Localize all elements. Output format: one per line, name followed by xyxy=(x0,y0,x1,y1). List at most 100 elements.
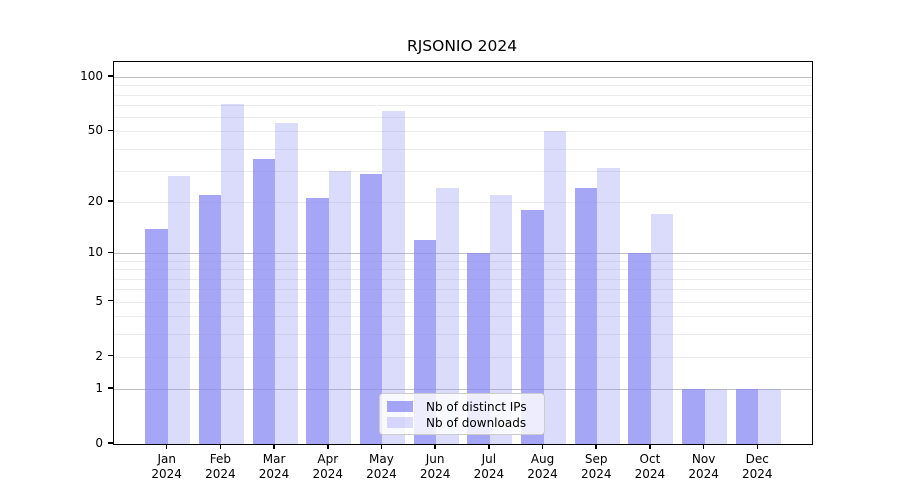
x-axis-tick xyxy=(649,444,651,449)
bar-distinct-ips xyxy=(145,228,168,444)
legend-swatch xyxy=(387,401,413,412)
x-tick-label: Nov 2024 xyxy=(674,452,734,482)
x-tick-year: 2024 xyxy=(580,467,612,481)
bar-downloads xyxy=(650,214,674,444)
x-axis-tick xyxy=(327,444,329,449)
y-axis-tick xyxy=(108,129,113,132)
legend-item: Nb of downloads xyxy=(387,415,536,430)
bar-distinct-ips xyxy=(198,194,222,444)
gridline-minor xyxy=(114,260,812,262)
y-tick-label: 100 xyxy=(80,69,103,83)
bar-downloads xyxy=(167,176,191,444)
gridline-major xyxy=(114,253,812,255)
plot-inner xyxy=(114,62,812,444)
x-tick-month: May xyxy=(369,452,394,466)
x-tick-year: 2024 xyxy=(634,467,666,481)
gridline-minor xyxy=(114,117,812,119)
gridline-minor xyxy=(114,316,812,318)
gridline-major xyxy=(114,77,812,78)
y-tick-label: 5 xyxy=(95,293,103,308)
y-axis-tick xyxy=(108,251,113,254)
x-tick-label: Sep 2024 xyxy=(566,452,626,482)
bar-downloads xyxy=(543,131,567,444)
y-axis-tick xyxy=(108,75,113,77)
plot-area: Nb of distinct IPs Nb of downloads xyxy=(113,61,813,445)
x-axis-tick xyxy=(756,444,759,449)
x-tick-year: 2024 xyxy=(527,467,558,481)
legend-label: Nb of distinct IPs xyxy=(426,399,527,414)
x-tick-month: Jun xyxy=(425,452,445,466)
gridline-minor xyxy=(114,278,812,280)
gridline-minor xyxy=(114,85,812,87)
y-tick-label: 10 xyxy=(87,245,103,260)
bar-distinct-ips xyxy=(574,188,598,444)
x-axis-tick xyxy=(165,444,168,449)
y-axis-tick xyxy=(108,299,113,302)
x-tick-month: Feb xyxy=(209,452,231,466)
x-axis-tick xyxy=(702,444,705,449)
x-tick-year: 2024 xyxy=(312,467,344,481)
x-axis-tick xyxy=(488,444,490,449)
y-tick-label: 1 xyxy=(95,380,103,395)
x-axis-tick xyxy=(595,444,597,449)
bar-downloads xyxy=(275,122,298,444)
y-tick-label: 20 xyxy=(87,193,103,208)
bar-downloads xyxy=(489,194,513,444)
bar-downloads xyxy=(758,388,781,444)
legend-item: Nb of distinct IPs xyxy=(387,399,536,414)
y-axis-tick xyxy=(108,200,113,202)
x-tick-month: Nov xyxy=(691,452,716,466)
x-tick-label: Jul 2024 xyxy=(459,452,519,482)
bar-distinct-ips xyxy=(682,388,705,444)
x-tick-year: 2024 xyxy=(473,467,505,481)
x-tick-year: 2024 xyxy=(742,467,773,481)
gridline-minor xyxy=(114,131,812,133)
x-tick-month: Sep xyxy=(584,452,608,466)
x-tick-label: Oct 2024 xyxy=(620,452,680,482)
legend: Nb of distinct IPs Nb of downloads xyxy=(379,393,545,435)
bar-distinct-ips xyxy=(359,173,383,444)
gridline-minor xyxy=(114,289,812,291)
x-tick-label: Apr 2024 xyxy=(298,452,358,482)
x-tick-month: Jul xyxy=(481,452,497,466)
bar-downloads xyxy=(328,170,352,444)
x-tick-month: Apr xyxy=(317,452,339,466)
legend-swatch xyxy=(387,417,413,428)
gridline-minor xyxy=(114,356,812,358)
gridline-minor xyxy=(114,333,812,335)
bar-distinct-ips xyxy=(252,159,276,444)
x-tick-label: Aug 2024 xyxy=(513,452,573,482)
gridline-minor xyxy=(114,301,812,303)
bar-downloads xyxy=(221,103,244,444)
x-tick-label: Dec 2024 xyxy=(727,452,787,482)
gridline-minor xyxy=(114,170,812,172)
y-axis-tick xyxy=(108,354,113,357)
x-tick-label: Jun 2024 xyxy=(405,452,465,482)
bar-downloads xyxy=(704,388,728,444)
x-tick-month: Jan xyxy=(157,452,176,466)
gridline-major xyxy=(114,388,812,390)
bar-distinct-ips xyxy=(628,253,651,444)
bar-distinct-ips xyxy=(306,198,329,444)
gridline-minor xyxy=(114,94,812,96)
x-tick-label: Mar 2024 xyxy=(244,452,304,482)
x-tick-year: 2024 xyxy=(258,467,290,481)
bar-distinct-ips xyxy=(735,388,759,444)
x-axis-tick xyxy=(434,444,436,449)
x-axis-tick xyxy=(219,444,222,449)
legend-label: Nb of downloads xyxy=(426,415,527,430)
x-axis-tick xyxy=(273,444,275,449)
x-axis-tick xyxy=(541,444,544,449)
gridline-minor xyxy=(114,201,812,203)
chart-title: RJSONIO 2024 xyxy=(406,37,518,55)
bar-downloads xyxy=(597,168,620,444)
gridline-minor xyxy=(114,105,812,107)
bar-downloads xyxy=(382,110,405,444)
x-tick-month: Oct xyxy=(639,452,661,466)
x-tick-year: 2024 xyxy=(205,467,236,481)
x-tick-label: Feb 2024 xyxy=(190,452,250,482)
x-tick-month: Aug xyxy=(530,452,555,466)
gridline-minor xyxy=(114,148,812,150)
x-tick-month: Dec xyxy=(745,452,769,466)
